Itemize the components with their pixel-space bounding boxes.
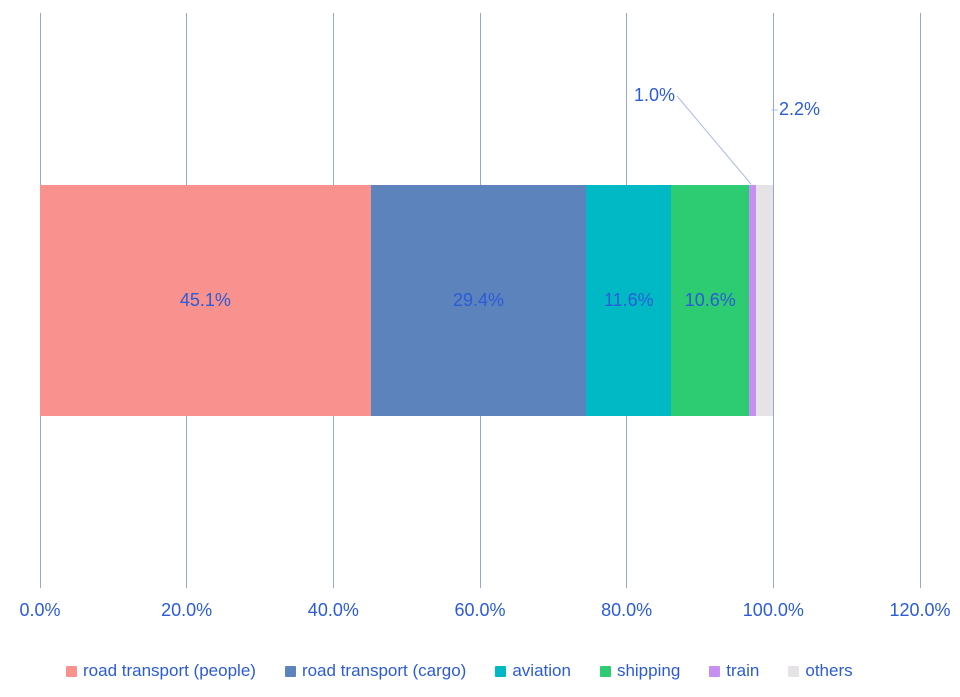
bar-segment-others[interactable]: [756, 185, 773, 416]
legend-swatch-icon: [66, 665, 77, 677]
gridline-100: [772, 13, 774, 588]
segment-value-label: 29.4%: [452, 290, 505, 310]
bar-segment-aviation[interactable]: 11.6%: [586, 185, 672, 416]
legend-item-aviation[interactable]: aviation: [495, 661, 571, 681]
legend: road transport (people) road transport (c…: [66, 661, 853, 681]
legend-item-road-transport-cargo[interactable]: road transport (cargo): [284, 661, 467, 681]
callout-label-others: 2.2%: [779, 99, 821, 119]
bar-segment-shipping[interactable]: 10.6%: [671, 185, 750, 416]
legend-item-train[interactable]: train: [709, 661, 759, 681]
x-axis-tick-label: 120.0%: [889, 600, 951, 620]
legend-item-label: road transport (cargo): [301, 661, 467, 680]
stacked-bar: 45.1% 29.4% 11.6% 10.6%: [40, 185, 773, 416]
legend-swatch-icon: [709, 665, 721, 677]
bar-segment-road-transport-people[interactable]: 45.1%: [40, 185, 371, 416]
x-axis-tick-label: 40.0%: [307, 600, 359, 620]
legend-item-label: others: [805, 661, 853, 680]
legend-swatch-icon: [788, 665, 800, 677]
legend-swatch-icon: [599, 665, 611, 677]
bar-segment-train[interactable]: [749, 185, 757, 416]
segment-value-label: 45.1%: [179, 290, 231, 310]
legend-item-shipping[interactable]: shipping: [599, 661, 681, 681]
leader-line-train: [676, 95, 752, 185]
legend-swatch-icon: [284, 665, 296, 677]
segment-value-label: 10.6%: [684, 290, 736, 310]
legend-item-road-transport-people[interactable]: road transport (people): [66, 661, 256, 681]
segment-value-label: 11.6%: [603, 290, 654, 310]
x-axis-tick-label: 100.0%: [742, 600, 804, 620]
legend-item-label: shipping: [616, 661, 681, 680]
legend-swatch-icon: [495, 665, 507, 677]
x-axis-tick-label: 20.0%: [161, 600, 213, 620]
gridline-120: [919, 13, 921, 588]
legend-item-label: train: [726, 661, 760, 680]
legend-item-label: road transport (people): [83, 661, 256, 680]
bar-segment-road-transport-cargo[interactable]: 29.4%: [370, 185, 587, 416]
legend-item-others[interactable]: others: [788, 661, 853, 681]
callout-label-train: 1.0%: [633, 85, 675, 105]
x-axis-tick-label: 60.0%: [454, 600, 506, 620]
legend-item-label: aviation: [512, 661, 571, 680]
x-axis-tick-label: 0.0%: [19, 600, 61, 620]
x-axis-tick-label: 80.0%: [601, 600, 653, 620]
